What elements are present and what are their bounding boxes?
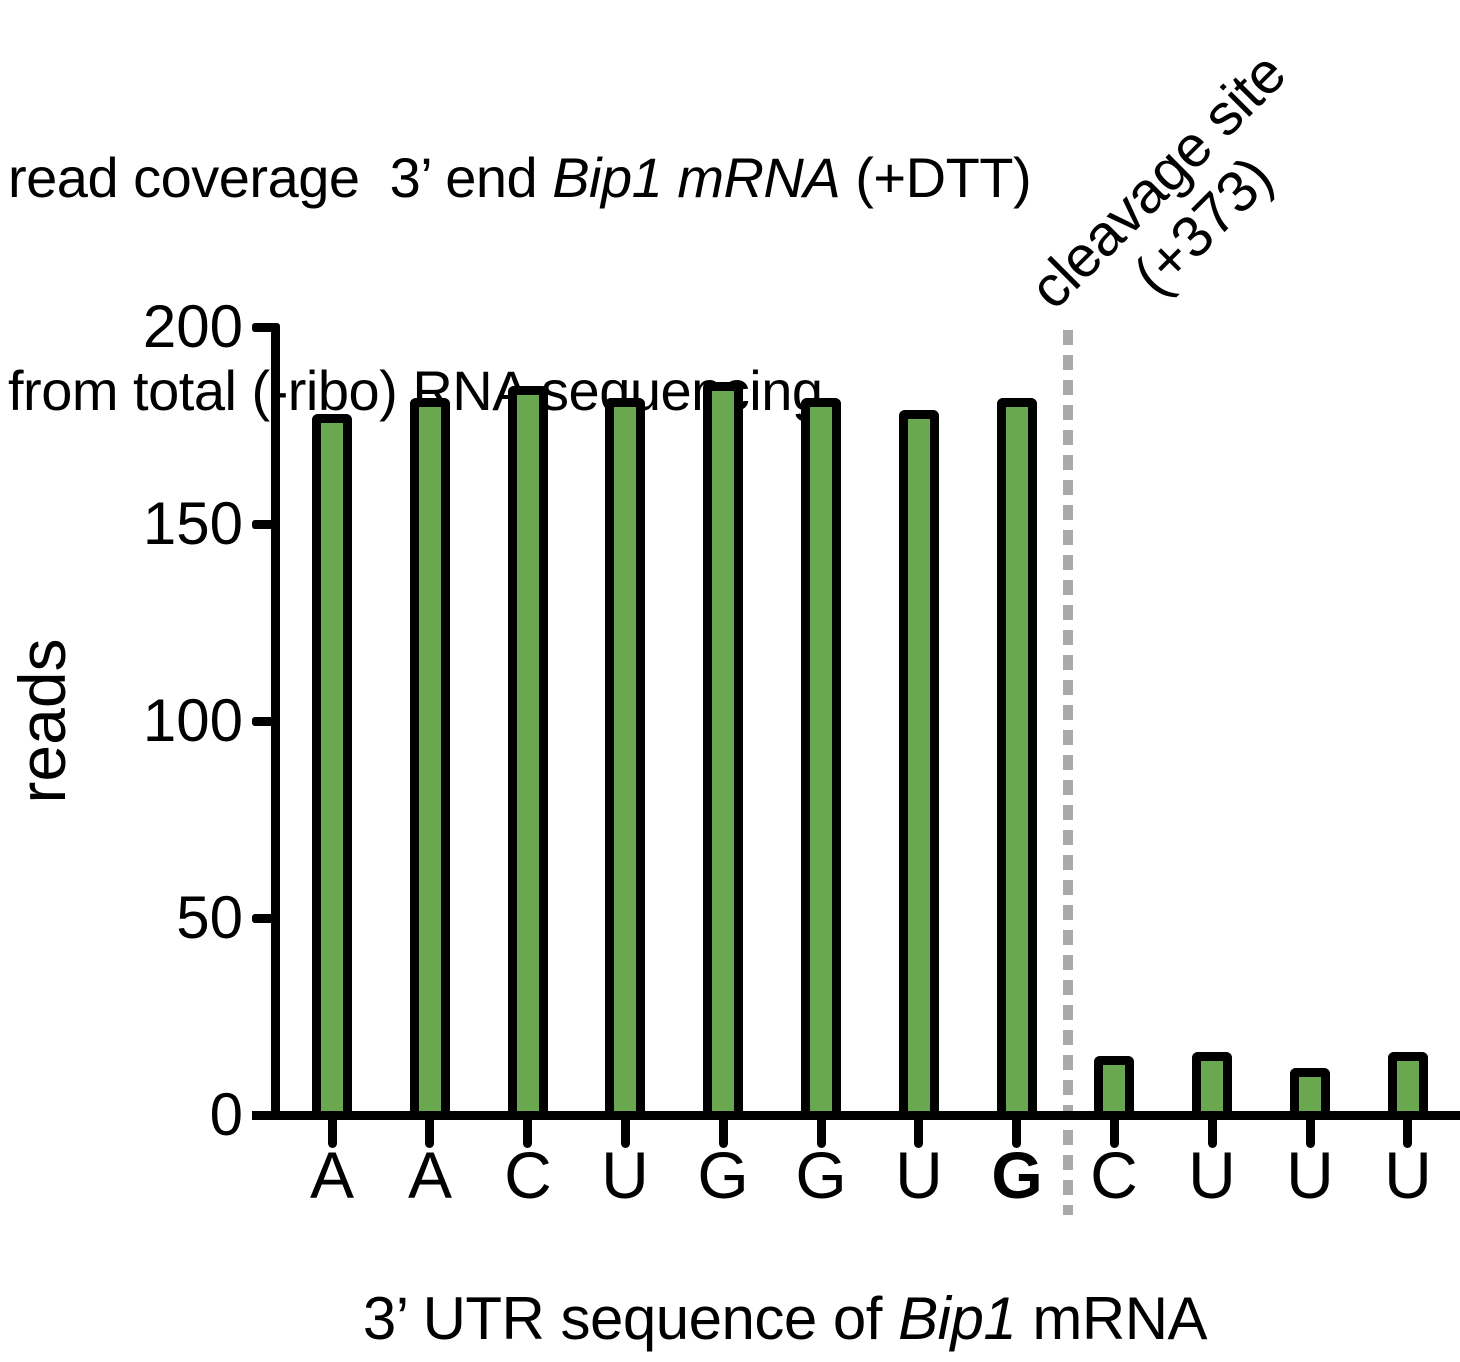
bar-C-2 [508, 386, 548, 1119]
x-axis-tick [328, 1115, 337, 1148]
x-axis-tick [1012, 1115, 1021, 1148]
x-axis-title-gene-name: Bip1 [898, 1285, 1017, 1352]
y-axis-tick-label: 50 [176, 884, 243, 951]
chart-title: read coverage 3’ end Bip1 mRNA (+DTT) fr… [8, 0, 1032, 568]
bar-U-10 [1290, 1068, 1330, 1119]
x-axis-tick [914, 1115, 923, 1148]
x-axis-tick [1403, 1115, 1412, 1148]
x-axis-letter-1: A [407, 1138, 453, 1212]
bar-U-6 [899, 410, 939, 1119]
x-axis-letter-9: U [1188, 1138, 1236, 1212]
y-axis-tick-label: 150 [142, 490, 243, 557]
x-axis-tick [1306, 1115, 1315, 1148]
bar-G-4 [703, 382, 743, 1119]
title-gene-name: Bip1 mRNA [552, 146, 841, 209]
x-axis-letter-5: G [795, 1138, 847, 1212]
x-axis-letter-10: U [1286, 1138, 1334, 1212]
x-axis-tick [621, 1115, 630, 1148]
bar-G-5 [801, 398, 841, 1119]
x-axis-letter-8: C [1090, 1138, 1138, 1212]
x-axis-tick [1110, 1115, 1119, 1148]
x-axis-tick [817, 1115, 826, 1148]
y-axis-tick-label: 100 [142, 687, 243, 754]
x-axis-letter-11: U [1384, 1138, 1432, 1212]
x-axis-tick [719, 1115, 728, 1148]
bar-C-8 [1094, 1056, 1134, 1119]
cleavage-site-dashed-line [1063, 330, 1073, 1215]
y-axis-tick [252, 323, 276, 332]
y-axis-tick-label: 0 [209, 1081, 243, 1148]
x-axis-title-suffix: mRNA [1016, 1285, 1208, 1352]
bar-U-9 [1192, 1052, 1232, 1119]
y-axis-tick [252, 520, 276, 529]
bar-A-1 [410, 398, 450, 1119]
bar-G-7 [997, 398, 1037, 1119]
x-axis-tick [1208, 1115, 1217, 1148]
x-axis-title-text: 3’ UTR sequence of [362, 1285, 899, 1352]
title-condition: (+DTT) [840, 146, 1032, 209]
x-axis-letter-4: G [697, 1138, 749, 1212]
y-axis-tick-label: 200 [142, 293, 243, 360]
bar-U-3 [605, 398, 645, 1119]
x-axis-letter-3: U [601, 1138, 649, 1212]
x-axis-letter-6: U [895, 1138, 943, 1212]
x-axis-tick [425, 1115, 434, 1148]
chart-title-line2: from total (-ribo) RNA sequencing [8, 359, 823, 422]
x-axis-letter-0: A [309, 1138, 355, 1212]
x-axis-tick [523, 1115, 532, 1148]
x-axis-letter-2: C [504, 1138, 552, 1212]
cleavage-site-annotation: cleavage site (+373) [1017, 41, 1343, 366]
y-axis-tick [252, 717, 276, 726]
x-axis-title: 3’ UTR sequence of Bip1 mRNA [280, 1284, 1290, 1353]
x-axis-letter-7: G [991, 1138, 1043, 1212]
title-text: read coverage 3’ end [8, 146, 553, 209]
bar-U-11 [1388, 1052, 1428, 1119]
bar-A-0 [312, 414, 352, 1119]
y-axis-tick [252, 914, 276, 923]
chart-title-line1: read coverage 3’ end Bip1 mRNA (+DTT) [8, 142, 1032, 213]
x-axis-line [252, 1111, 1460, 1120]
